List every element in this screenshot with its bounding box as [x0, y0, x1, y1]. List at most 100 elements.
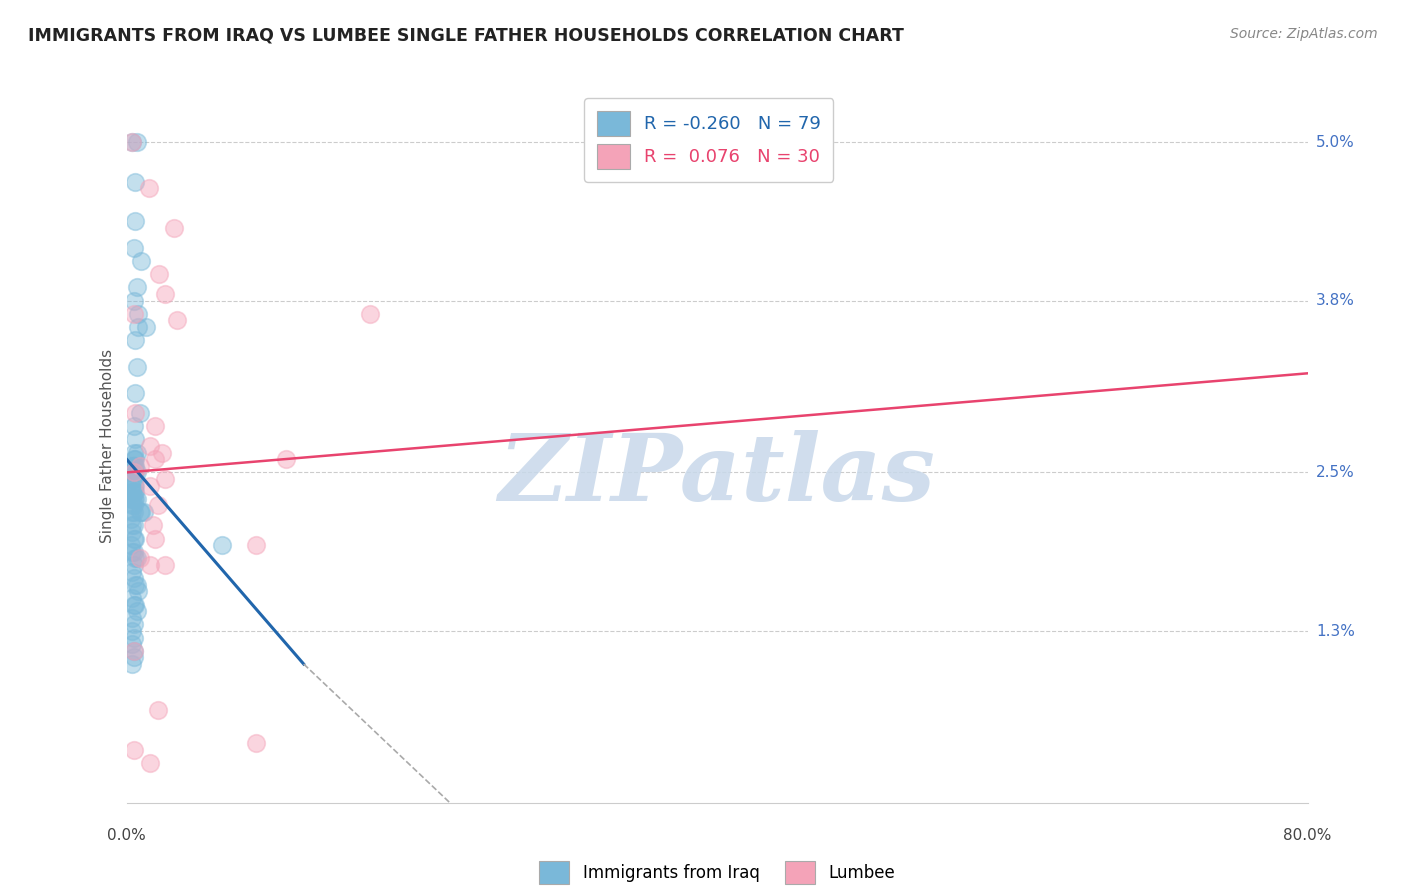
Point: [148, 267, 170, 281]
Point: [139, 478, 162, 492]
Point: [124, 386, 146, 401]
Point: [124, 578, 146, 592]
Point: [124, 214, 146, 228]
Point: [120, 511, 142, 525]
Point: [128, 505, 150, 519]
Point: [121, 657, 143, 671]
Point: [153, 287, 176, 301]
Point: [121, 591, 143, 605]
Text: 2.5%: 2.5%: [1316, 465, 1354, 480]
Point: [127, 307, 149, 321]
Point: [124, 333, 146, 347]
Point: [122, 558, 145, 572]
Point: [122, 650, 145, 665]
Point: [121, 505, 143, 519]
Point: [153, 472, 176, 486]
Point: [121, 135, 143, 149]
Point: [120, 478, 142, 492]
Text: Source: ZipAtlas.com: Source: ZipAtlas.com: [1230, 27, 1378, 41]
Point: [121, 545, 143, 559]
Y-axis label: Single Father Households: Single Father Households: [100, 349, 115, 543]
Point: [138, 181, 160, 195]
Point: [125, 491, 148, 506]
Point: [245, 538, 267, 552]
Point: [121, 611, 143, 625]
Text: IMMIGRANTS FROM IRAQ VS LUMBEE SINGLE FATHER HOUSEHOLDS CORRELATION CHART: IMMIGRANTS FROM IRAQ VS LUMBEE SINGLE FA…: [28, 27, 904, 45]
Point: [122, 472, 145, 486]
Point: [121, 499, 143, 513]
Point: [153, 558, 176, 572]
Text: 0.0%: 0.0%: [107, 828, 146, 843]
Point: [122, 644, 145, 658]
Point: [125, 578, 148, 592]
Point: [128, 406, 150, 420]
Point: [124, 485, 146, 500]
Point: [150, 445, 173, 459]
Text: 80.0%: 80.0%: [1284, 828, 1331, 843]
Point: [122, 293, 145, 308]
Point: [124, 433, 146, 447]
Point: [142, 518, 165, 533]
Point: [143, 419, 166, 434]
Point: [127, 320, 149, 334]
Point: [127, 584, 149, 599]
Point: [121, 472, 143, 486]
Point: [121, 518, 143, 533]
Point: [122, 499, 145, 513]
Point: [121, 485, 143, 500]
Point: [146, 703, 169, 717]
Point: [125, 466, 148, 480]
Point: [122, 743, 145, 757]
Point: [122, 491, 145, 506]
Point: [122, 445, 145, 459]
Point: [122, 307, 145, 321]
Point: [122, 466, 145, 480]
Point: [124, 551, 146, 566]
Point: [122, 466, 145, 480]
Text: 3.8%: 3.8%: [1316, 293, 1355, 308]
Point: [274, 452, 297, 467]
Point: [124, 406, 146, 420]
Point: [135, 320, 157, 334]
Point: [120, 491, 142, 506]
Point: [122, 545, 145, 559]
Point: [359, 307, 381, 321]
Point: [166, 313, 188, 327]
Point: [134, 505, 156, 519]
Point: [139, 558, 162, 572]
Point: [124, 532, 146, 546]
Point: [122, 241, 145, 255]
Point: [122, 478, 145, 492]
Point: [146, 499, 169, 513]
Point: [122, 631, 145, 645]
Point: [122, 485, 145, 500]
Point: [143, 452, 166, 467]
Point: [124, 175, 146, 189]
Point: [125, 359, 148, 374]
Point: [125, 604, 148, 618]
Point: [129, 505, 153, 519]
Point: [139, 439, 162, 453]
Point: [163, 221, 186, 235]
Point: [125, 135, 148, 149]
Point: [122, 518, 145, 533]
Point: [121, 458, 143, 473]
Point: [139, 756, 162, 771]
Point: [122, 505, 145, 519]
Point: [122, 419, 145, 434]
Legend: Immigrants from Iraq, Lumbee: Immigrants from Iraq, Lumbee: [533, 854, 901, 891]
Point: [245, 736, 267, 750]
Point: [129, 254, 153, 268]
Point: [121, 466, 143, 480]
Point: [125, 280, 148, 294]
Point: [121, 565, 143, 579]
Text: 5.0%: 5.0%: [1316, 135, 1354, 150]
Point: [120, 538, 142, 552]
Point: [122, 571, 145, 585]
Point: [121, 624, 143, 638]
Point: [124, 466, 146, 480]
Point: [120, 466, 142, 480]
Point: [124, 452, 146, 467]
Point: [122, 452, 145, 467]
Point: [143, 532, 166, 546]
